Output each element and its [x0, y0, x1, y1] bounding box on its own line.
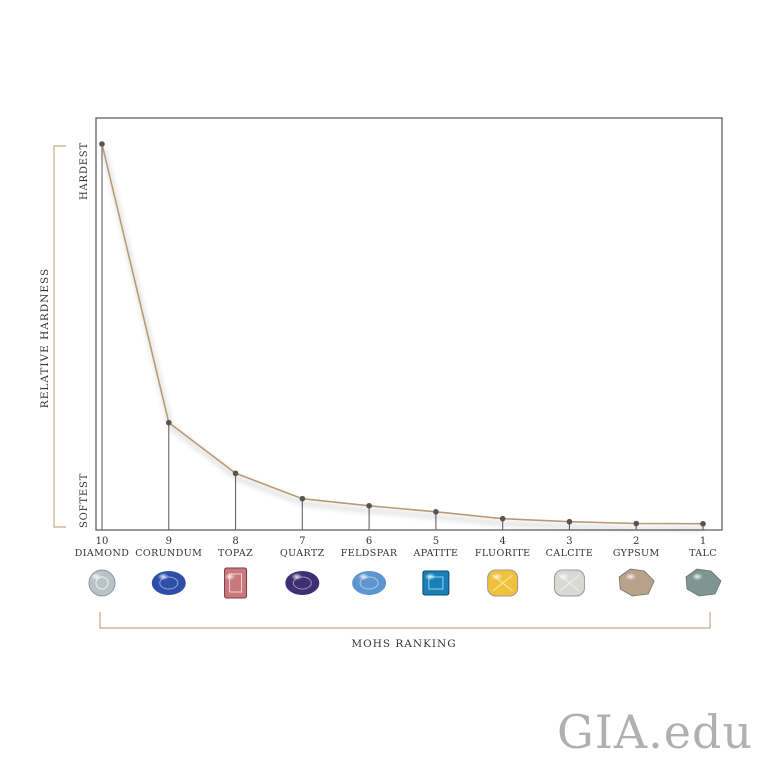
tick-label: TOPAZ: [218, 548, 253, 559]
point-gypsum: [633, 520, 640, 527]
tick-number: 4: [499, 536, 505, 547]
tick-label: QUARTZ: [280, 548, 325, 559]
tick-label: GYPSUM: [613, 548, 660, 559]
gem-diamond-icon: [88, 569, 116, 597]
tick-number: 1: [700, 536, 706, 547]
tick-number: 7: [299, 536, 305, 547]
point-calcite: [566, 518, 573, 525]
tick-number: 8: [232, 536, 238, 547]
tick-label: CALCITE: [546, 548, 594, 559]
gem-gypsum-icon: [618, 568, 655, 597]
gia-logo: GIA.edu: [557, 705, 753, 759]
tick-label: APATITE: [412, 548, 458, 559]
x-bracket: [99, 612, 711, 629]
plot-frame: [95, 117, 723, 531]
y-bottom-label: SOFTEST: [79, 473, 90, 528]
y-bracket: [53, 145, 66, 528]
tick-number: 2: [633, 536, 639, 547]
tick-number: 6: [366, 536, 372, 547]
gem-corundum-icon: [151, 571, 186, 595]
point-apatite: [433, 509, 439, 515]
point-talc: [700, 520, 706, 527]
tick-number: 10: [96, 536, 109, 547]
tick-number: 9: [166, 536, 172, 547]
gem-quartz-icon: [285, 571, 320, 595]
gem-apatite-icon: [422, 570, 450, 596]
point-quartz: [299, 495, 306, 502]
point-diamond: [99, 141, 105, 147]
point-feldspar: [366, 502, 372, 509]
point-corundum: [165, 419, 172, 426]
tick-label: FELDSPAR: [341, 548, 398, 559]
y-top-label: HARDEST: [79, 142, 90, 200]
x-axis-label: MOHS RANKING: [351, 638, 456, 650]
hardness-line: [101, 143, 704, 525]
tick-label: CORUNDUM: [135, 548, 202, 559]
gem-feldspar-icon: [352, 571, 387, 595]
gem-talc-icon: [685, 568, 722, 597]
y-axis-label: RELATIVE HARDNESS: [39, 268, 51, 408]
gem-calcite-icon: [553, 569, 585, 597]
tick-number: 5: [433, 536, 439, 547]
gem-fluorite-icon: [487, 569, 519, 597]
tick-label: FLUORITE: [475, 548, 531, 559]
tick-number: 3: [566, 536, 572, 547]
gem-topaz-icon: [223, 567, 248, 599]
tick-label: TALC: [689, 548, 717, 559]
tick-label: DIAMOND: [75, 548, 129, 559]
point-fluorite: [499, 515, 506, 522]
point-topaz: [232, 470, 239, 477]
